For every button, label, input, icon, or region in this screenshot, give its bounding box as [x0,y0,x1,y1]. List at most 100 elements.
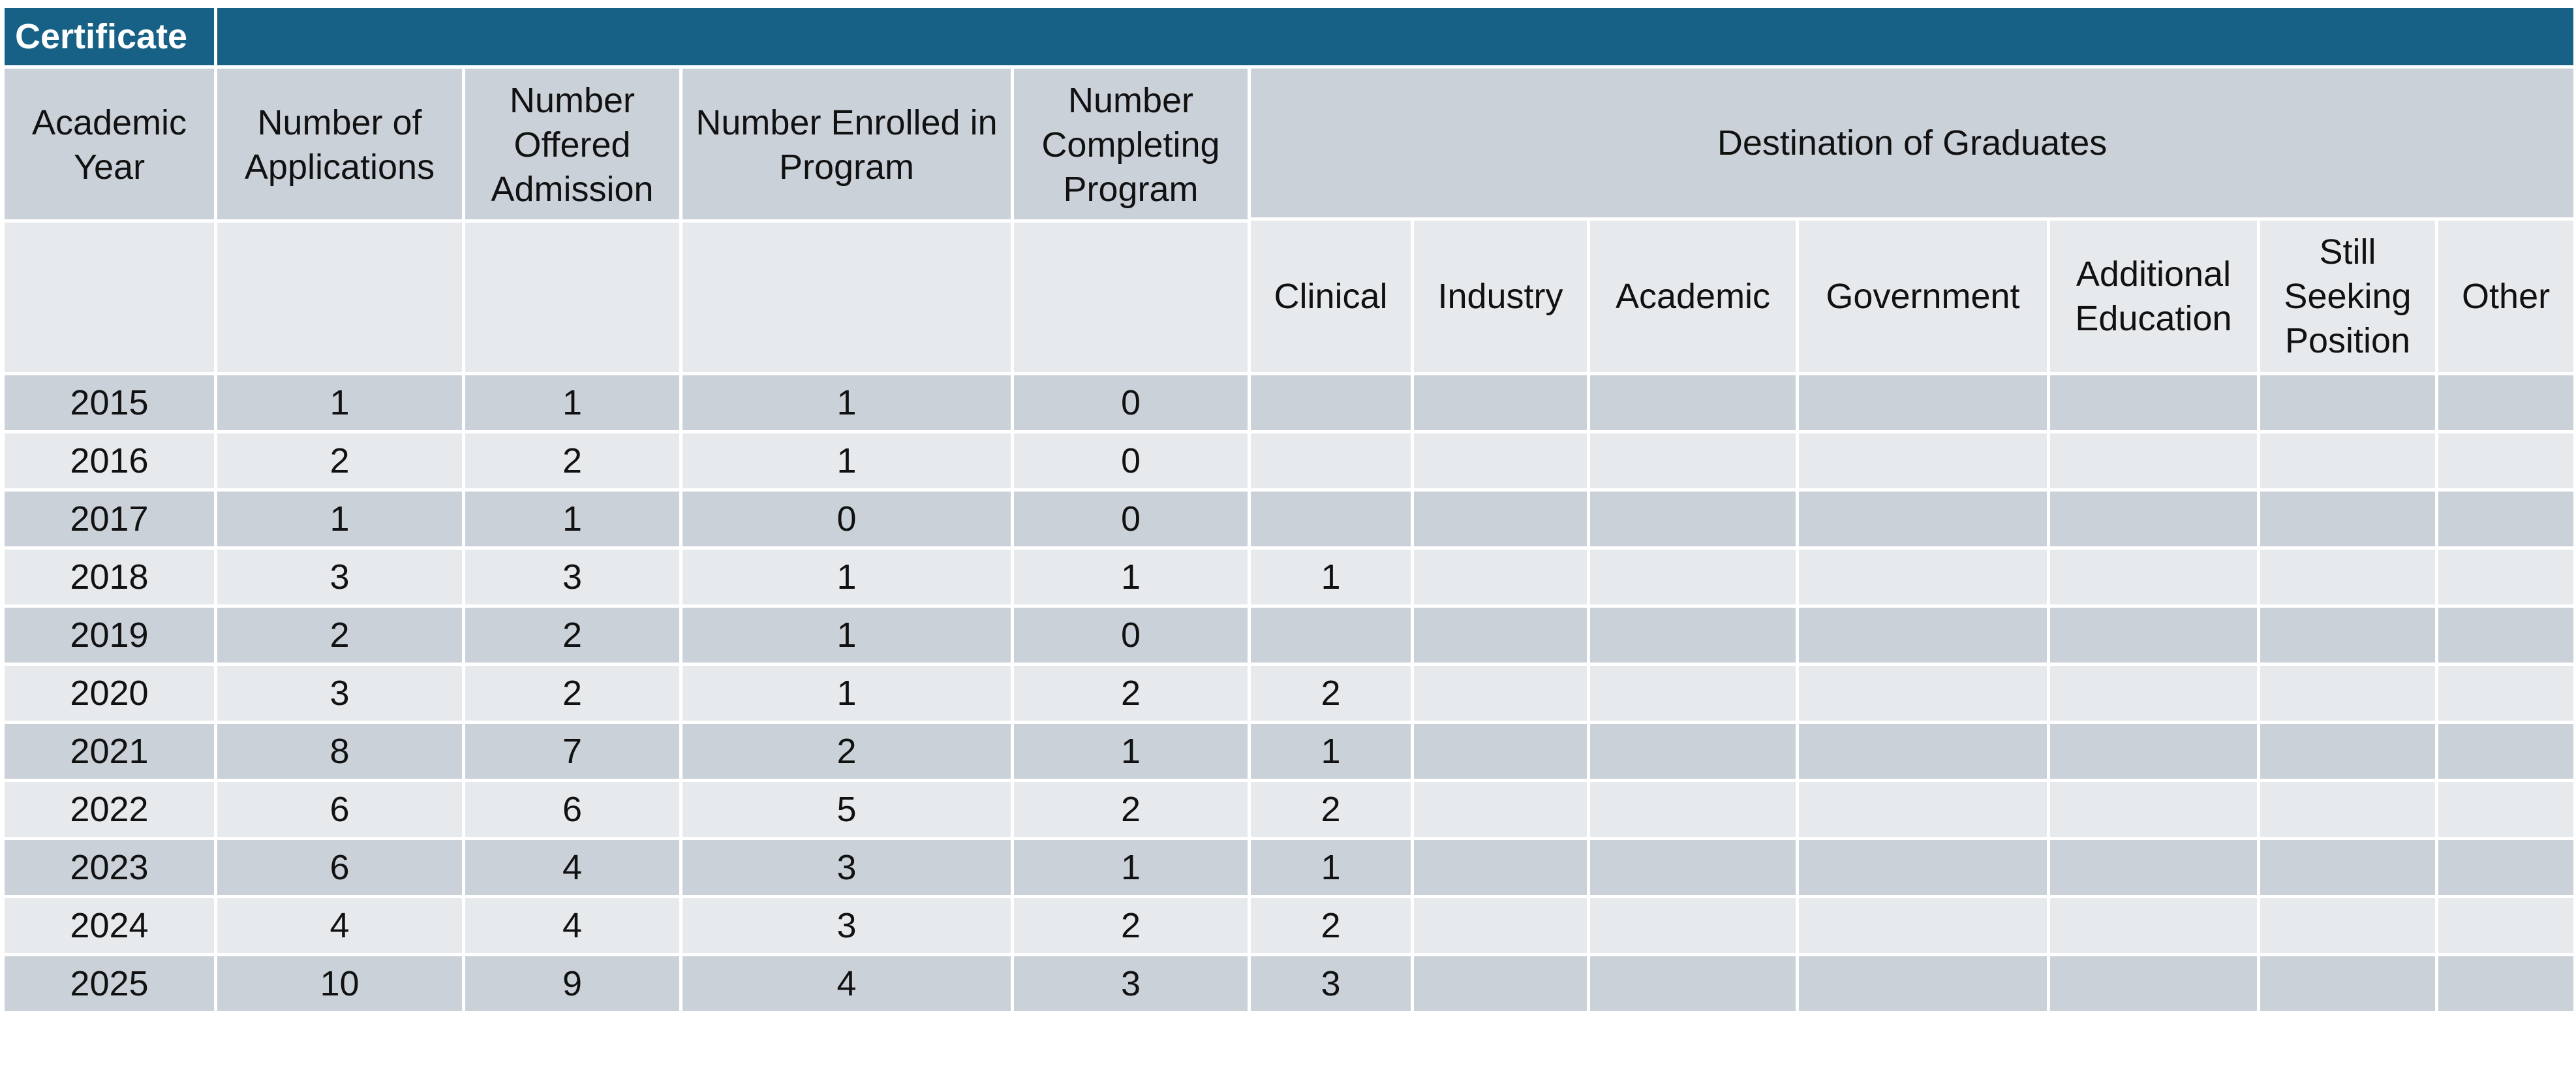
cell-destination-1 [1411,779,1590,840]
cell-destination-1 [1411,546,1590,608]
header-academic-year-label: Academic Year [31,102,187,187]
cell-destination-6 [2434,721,2576,782]
cell-enrolled: 2 [679,721,1014,782]
table-row: 2025 10 9 4 3 3 [1,953,2576,1014]
cell-completing: 0 [1011,488,1251,550]
table-row: 2018 3 3 1 1 1 [1,546,2576,608]
cell-destination-3 [1796,546,2050,608]
table-title: Certificate [1,5,217,69]
cell-completing: 0 [1011,604,1251,666]
cell-destination-0 [1248,372,1414,433]
cell-offered: 1 [462,488,682,550]
cell-year: 2015 [1,372,217,433]
cell-destination-4 [2047,663,2260,724]
cell-offered: 4 [462,837,682,898]
cell-applications: 1 [214,488,465,550]
cell-applications: 3 [214,546,465,608]
table-row: 2015 1 1 1 0 [1,372,2576,433]
cell-destination-4 [2047,604,2260,666]
header-completing: Number Completing Program [1011,65,1251,375]
cell-applications: 2 [214,604,465,666]
cell-destination-5 [2257,953,2438,1014]
cell-offered: 1 [462,372,682,433]
cell-destination-0: 3 [1248,953,1414,1014]
table-row: 2021 8 7 2 1 1 [1,721,2576,782]
cell-applications: 3 [214,663,465,724]
cell-destination-4 [2047,721,2260,782]
cell-destination-2 [1587,663,1799,724]
cell-destination-6 [2434,604,2576,666]
cell-destination-6 [2434,779,2576,840]
cell-applications: 4 [214,895,465,956]
table-row: 2019 2 2 1 0 [1,604,2576,666]
cell-destination-2 [1587,546,1799,608]
cell-destination-1 [1411,488,1590,550]
header-destination: Destination of Graduates [1247,65,2576,221]
cell-destination-3 [1796,430,2050,492]
cell-destination-6 [2434,953,2576,1014]
cell-destination-0: 1 [1248,721,1414,782]
cell-destination-6 [2434,546,2576,608]
cell-destination-1 [1411,953,1590,1014]
cell-destination-2 [1587,953,1799,1014]
cell-enrolled: 1 [679,604,1014,666]
cell-completing: 1 [1011,721,1251,782]
cell-applications: 10 [214,953,465,1014]
cell-enrolled: 3 [679,837,1014,898]
cell-destination-3 [1796,953,2050,1014]
cell-year: 2020 [1,663,217,724]
table-row: 2016 2 2 1 0 [1,430,2576,492]
header-offered: Number Offered Admission [462,65,682,375]
destination-header-4: Additional Education [2047,217,2260,375]
cell-destination-3 [1796,488,2050,550]
cell-destination-2 [1587,372,1799,433]
cell-destination-3 [1796,372,2050,433]
destination-header-6: Other [2434,217,2576,375]
cell-offered: 2 [462,604,682,666]
cell-destination-6 [2434,372,2576,433]
cell-destination-4 [2047,488,2260,550]
cell-offered: 4 [462,895,682,956]
cell-enrolled: 0 [679,488,1014,550]
cell-completing: 1 [1011,546,1251,608]
cell-destination-5 [2257,721,2438,782]
cell-destination-0 [1248,430,1414,492]
cell-destination-6 [2434,488,2576,550]
cell-year: 2023 [1,837,217,898]
cell-destination-4 [2047,837,2260,898]
cell-destination-6 [2434,895,2576,956]
header-enrolled-label: Number Enrolled in Program [696,102,998,187]
cell-destination-0 [1248,604,1414,666]
cell-year: 2018 [1,546,217,608]
cell-completing: 3 [1011,953,1251,1014]
header-enrolled: Number Enrolled in Program [679,65,1014,375]
cell-offered: 9 [462,953,682,1014]
cell-destination-4 [2047,895,2260,956]
cell-enrolled: 1 [679,430,1014,492]
table-row: 2022 6 6 5 2 2 [1,779,2576,840]
cell-destination-4 [2047,372,2260,433]
cell-destination-3 [1796,604,2050,666]
title-bar-fill [213,5,2576,69]
header-completing-label: Number Completing Program [1041,80,1220,209]
cell-destination-0: 1 [1248,546,1414,608]
table-row: 2023 6 4 3 1 1 [1,837,2576,898]
cell-destination-5 [2257,837,2438,898]
cell-destination-4 [2047,953,2260,1014]
cell-enrolled: 5 [679,779,1014,840]
cell-destination-1 [1411,430,1590,492]
cell-destination-6 [2434,837,2576,898]
destination-header-1: Industry [1411,217,1590,375]
cell-completing: 2 [1011,779,1251,840]
table-row: 2020 3 2 1 2 2 [1,663,2576,724]
header-offered-label: Number Offered Admission [491,80,654,209]
destination-header-0: Clinical [1248,217,1414,375]
cell-destination-1 [1411,721,1590,782]
cell-year: 2022 [1,779,217,840]
cell-destination-4 [2047,779,2260,840]
table-row: 2017 1 1 0 0 [1,488,2576,550]
cell-applications: 8 [214,721,465,782]
cell-offered: 7 [462,721,682,782]
header-applications: Number of Applications [214,65,465,375]
cell-destination-1 [1411,372,1590,433]
